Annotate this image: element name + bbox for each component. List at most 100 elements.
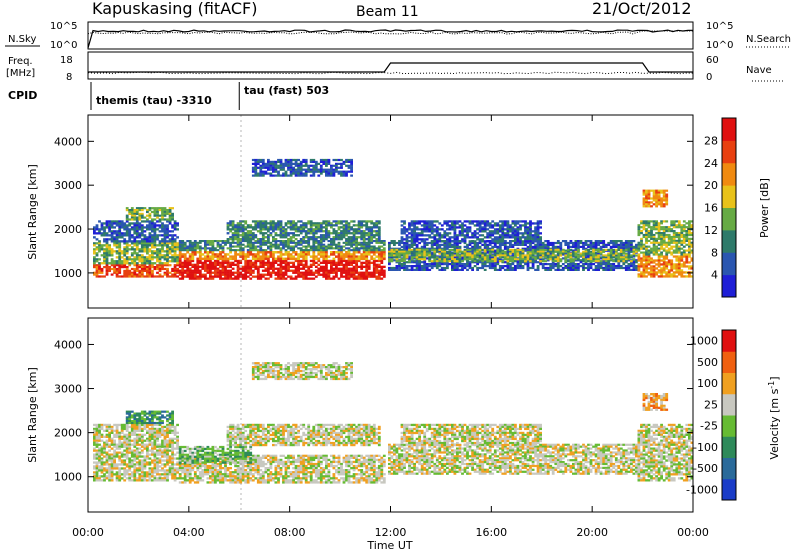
data-cell: [509, 258, 512, 261]
data-cell: [294, 234, 298, 237]
data-cell: [367, 243, 371, 246]
data-cell: [105, 240, 109, 243]
data-cell: [425, 241, 429, 245]
data-cell: [355, 241, 358, 244]
data-cell: [541, 258, 545, 261]
data-cell: [148, 262, 152, 265]
data-cell: [536, 238, 540, 241]
data-cell: [148, 273, 152, 276]
data-cell: [322, 158, 326, 162]
data-cell: [113, 226, 116, 229]
data-cell: [624, 248, 628, 251]
data-cell: [403, 230, 406, 233]
data-cell: [123, 232, 127, 235]
data-cell: [534, 228, 537, 231]
data-cell: [415, 226, 419, 229]
data-cell: [531, 263, 535, 266]
data-cell: [229, 220, 232, 223]
data-cell: [486, 251, 490, 254]
data-cell: [188, 255, 192, 258]
data-cell: [468, 263, 472, 266]
data-cell: [198, 259, 202, 263]
data-cell: [198, 253, 202, 256]
data-cell: [251, 275, 255, 278]
data-cell: [246, 241, 250, 244]
data-cell: [516, 226, 520, 229]
data-cell: [256, 265, 260, 268]
data-cell: [188, 240, 192, 243]
data-cell: [156, 254, 159, 257]
data-cell: [350, 267, 353, 270]
data-cell: [435, 240, 439, 243]
data-cell: [284, 240, 288, 243]
data-cell: [536, 236, 540, 239]
data-cell: [630, 247, 633, 250]
data-cell: [201, 247, 205, 250]
data-cell: [282, 243, 285, 246]
data-cell: [282, 277, 285, 280]
data-cell: [443, 247, 447, 250]
data-cell: [204, 267, 207, 270]
data-cell: [261, 162, 265, 165]
data-cell: [282, 257, 285, 261]
data-cell: [267, 251, 270, 254]
data-cell: [256, 275, 260, 278]
data-cell: [536, 245, 540, 248]
data-cell: [108, 269, 111, 272]
data-cell: [617, 260, 621, 263]
data-cell: [642, 257, 646, 260]
data-cell: [284, 273, 288, 276]
data-cell: [531, 230, 535, 233]
data-cell: [246, 269, 250, 272]
data-cell: [140, 242, 144, 245]
data-cell: [630, 265, 633, 268]
data-cell: [307, 277, 311, 280]
data-cell: [350, 257, 353, 261]
data-cell: [519, 240, 522, 243]
data-cell: [466, 245, 469, 248]
data-cell: [501, 230, 505, 233]
data-cell: [284, 271, 288, 274]
data-cell: [158, 275, 162, 278]
data-cell: [637, 257, 641, 260]
data-cell: [113, 238, 116, 241]
data-cell: [259, 228, 263, 231]
data-cell: [526, 254, 530, 257]
data-cell: [393, 259, 396, 262]
data-cell: [294, 271, 298, 274]
data-cell: [211, 267, 215, 270]
data-cell: [319, 234, 323, 237]
data-cell: [279, 255, 283, 258]
data-cell: [148, 271, 152, 274]
data-cell: [332, 241, 336, 244]
data-cell: [604, 258, 608, 261]
data-cell: [198, 273, 202, 276]
data-cell: [93, 260, 96, 263]
data-cell: [536, 247, 540, 250]
data-cell: [561, 250, 565, 253]
data-cell: [299, 162, 303, 165]
data-cell: [372, 267, 376, 270]
data-cell: [178, 269, 182, 272]
data-cell: [365, 249, 369, 252]
data-cell: [236, 226, 240, 229]
data-cell: [440, 260, 444, 263]
data-cell: [277, 275, 280, 278]
data-cell: [509, 230, 512, 233]
data-cell: [219, 265, 222, 268]
data-cell: [617, 243, 621, 246]
data-cell: [259, 275, 263, 278]
data-cell: [476, 232, 479, 235]
data-cell: [503, 220, 507, 223]
data-cell: [395, 265, 399, 268]
data-cell: [420, 265, 424, 268]
data-cell: [327, 240, 331, 243]
data-cell: [151, 224, 154, 227]
data-cell: [314, 265, 318, 268]
data-cell: [108, 266, 111, 269]
data-cell: [531, 240, 535, 243]
data-cell: [319, 265, 323, 268]
data-cell: [352, 267, 356, 270]
data-cell: [468, 241, 472, 245]
data-cell: [269, 253, 273, 256]
